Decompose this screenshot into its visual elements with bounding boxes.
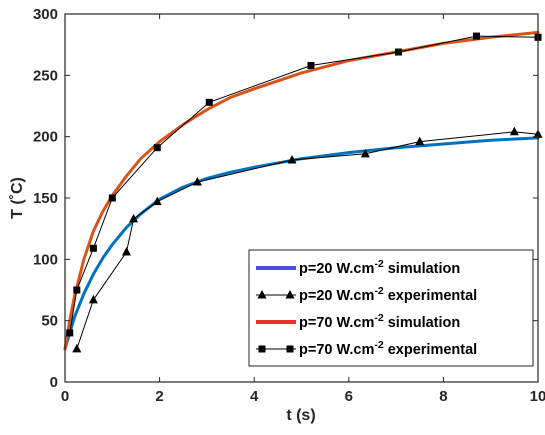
data-point-square (153, 144, 161, 152)
data-point-square (205, 98, 213, 106)
y-tick-label: 100 (33, 251, 58, 268)
x-tick-label: 10 (530, 388, 545, 405)
legend: p=20 W.cm-2 simulation p=20 W.cm-2 experi… (248, 249, 534, 367)
data-point-square (307, 62, 315, 70)
data-point-triangle (287, 154, 297, 164)
y-axis: 0 50 100 150 200 250 300 (33, 6, 538, 391)
y-tick-label: 50 (41, 313, 58, 330)
x-axis: 0 2 4 6 8 10 (61, 14, 545, 405)
data-point-triangle (509, 126, 519, 136)
x-tick-label: 6 (345, 388, 353, 405)
legend-marker-3 (286, 345, 294, 353)
legend-marker-1 (257, 290, 267, 299)
y-tick-label: 150 (33, 190, 58, 207)
legend-marker-3 (258, 345, 266, 353)
x-tick-label: 2 (155, 388, 163, 405)
y-axis-label: T (˚C) (9, 177, 26, 219)
y-tick-label: 300 (33, 6, 58, 23)
data-point-triangle (152, 196, 162, 206)
legend-box (248, 249, 534, 367)
data-point-square (394, 48, 402, 56)
x-tick-label: 4 (250, 388, 259, 405)
data-point-square (473, 32, 481, 40)
data-point-square (73, 286, 81, 294)
x-tick-label: 0 (61, 388, 69, 405)
y-tick-label: 0 (50, 374, 58, 391)
data-point-square (66, 329, 74, 337)
plot-series (63, 30, 543, 353)
data-point-square (108, 194, 116, 202)
data-point-triangle (192, 177, 202, 186)
data-point-square (89, 244, 97, 252)
data-point-triangle (129, 213, 139, 223)
legend-label-0: p=20 W.cm-2 simulation (299, 258, 460, 277)
data-point-triangle (72, 343, 82, 353)
legend-label-1: p=20 W.cm-2 experimental (299, 285, 477, 304)
x-axis-label: t (s) (286, 407, 315, 424)
data-point-triangle (121, 246, 131, 256)
series-line-3 (69, 35, 539, 333)
legend-marker-1 (285, 290, 295, 299)
x-tick-label: 8 (439, 388, 447, 405)
legend-label-3: p=70 W.cm-2 experimental (299, 339, 477, 358)
y-tick-label: 250 (33, 67, 58, 84)
legend-label-2: p=70 W.cm-2 simulation (299, 312, 460, 331)
data-point-triangle (88, 294, 98, 304)
data-point-triangle (360, 148, 370, 158)
y-tick-label: 200 (33, 129, 58, 146)
data-point-triangle (415, 136, 425, 146)
